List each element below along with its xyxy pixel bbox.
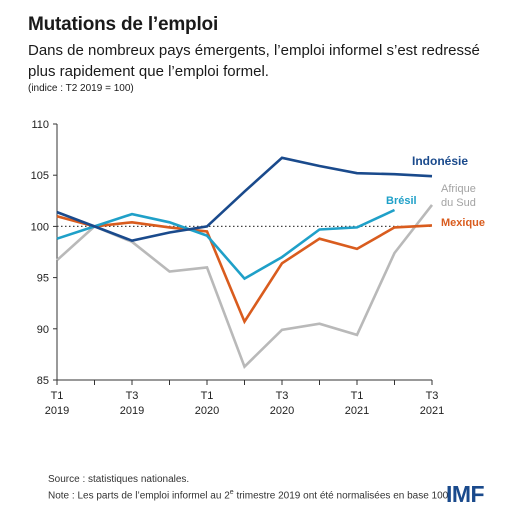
y-tick-label: 105 (31, 170, 49, 182)
x-tick-quarter-label: T1 (51, 390, 64, 402)
x-tick-year-label: 2019 (120, 405, 144, 417)
x-tick-year-label: 2021 (420, 405, 444, 417)
series-line-afrique-du-sud (56, 204, 434, 370)
chart-unit-note: (indice : T2 2019 = 100) (28, 83, 134, 94)
chart-subtitle: Dans de nombreux pays émergents, l’emplo… (28, 42, 480, 80)
chart-footnote: Source : statistiques nationales. Note :… (48, 473, 451, 502)
series-label-indonesie: Indonésie (412, 154, 468, 168)
series-line-indonesie (56, 156, 433, 243)
y-tick-label: 90 (37, 324, 49, 336)
note-prefix: Note : Les parts de l’emploi informel au… (48, 490, 230, 502)
x-tick-quarter-label: T3 (276, 390, 289, 402)
x-tick-year-label: 2020 (195, 405, 219, 417)
x-tick-quarter-label: T1 (201, 390, 214, 402)
line-chart: 85 90 95 100 105 110 T1 2019 T3 2019 T1 2020 T3 2020 T… (31, 119, 485, 417)
y-tick-label: 95 (37, 273, 49, 285)
series-label-afrique-du-sud-line1: Afrique (441, 183, 476, 195)
x-tick-quarter-label: T3 (126, 390, 139, 402)
y-tick-label: 100 (31, 221, 49, 233)
x-tick-year-label: 2020 (270, 405, 294, 417)
normalization-note: Note : Les parts de l’emploi informel au… (48, 486, 451, 502)
x-tick-year-label: 2019 (45, 405, 69, 417)
note-superscript: e (229, 489, 234, 496)
series-label-bresil: Brésil (386, 195, 417, 207)
source-note: Source : statistiques nationales. (48, 474, 190, 485)
x-tick-quarter-label: T1 (351, 390, 364, 402)
imf-logo: IMF (446, 481, 485, 507)
x-tick-quarter-label: T3 (426, 390, 439, 402)
series-line-mexique (56, 214, 433, 325)
chart-title: Mutations de l’emploi (28, 14, 219, 35)
x-tick-year-label: 2021 (345, 405, 369, 417)
y-tick-label: 85 (37, 375, 49, 387)
note-suffix: trimestre 2019 ont été normalisées en ba… (233, 490, 452, 502)
series-label-afrique-du-sud-line2: du Sud (441, 197, 476, 209)
series-line-bresil (56, 208, 396, 281)
y-tick-label: 110 (31, 119, 49, 131)
series-label-mexique: Mexique (441, 217, 485, 229)
